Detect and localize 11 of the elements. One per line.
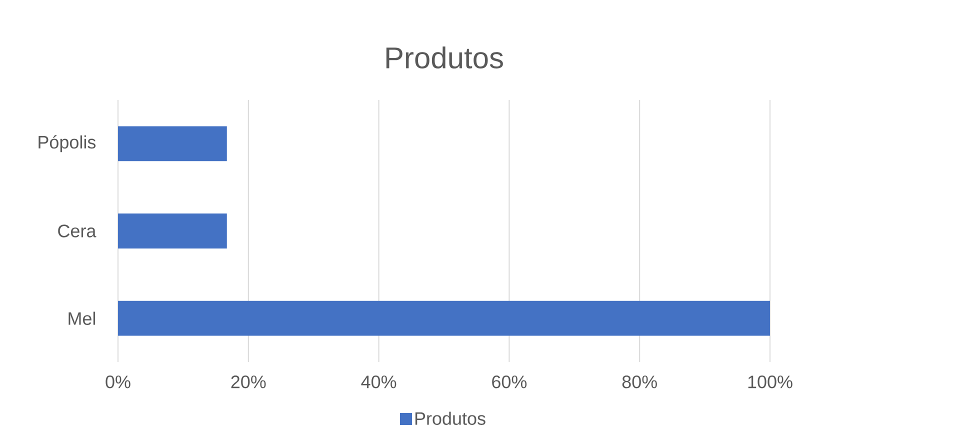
x-tick-label: 100% <box>748 376 792 388</box>
legend-label: Produtos <box>415 412 486 425</box>
x-tick-label: 80% <box>622 376 657 388</box>
x-tick-label: 20% <box>231 376 266 388</box>
y-tick-label: Pópolis <box>38 135 96 152</box>
x-tick-label: 0% <box>106 376 130 388</box>
x-tick-label: 60% <box>492 376 527 388</box>
x-tick-label: 40% <box>361 376 396 388</box>
chart-title: Produtos <box>386 46 503 69</box>
y-tick-label: Mel <box>68 312 96 325</box>
y-tick-label: Cera <box>58 224 96 238</box>
